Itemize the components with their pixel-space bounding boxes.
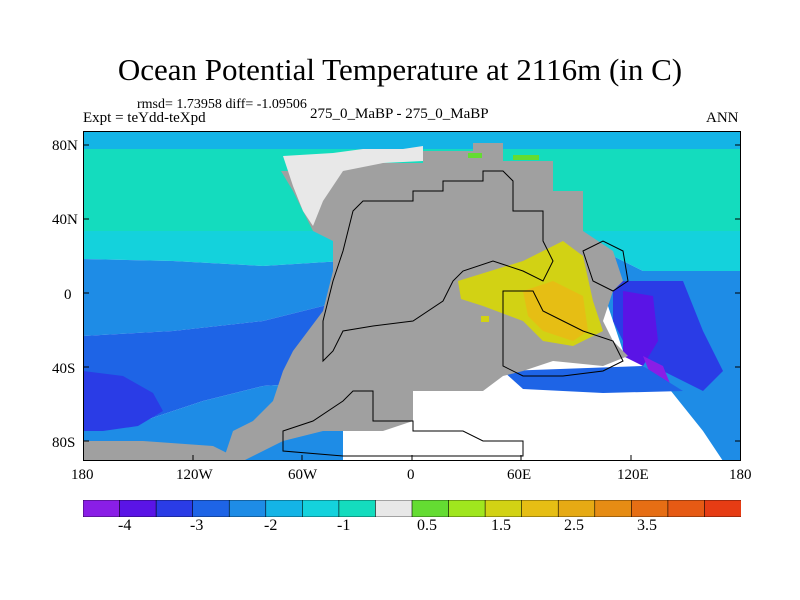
stats-line: rmsd= 1.73958 diff= -1.09506 — [137, 97, 307, 112]
colorbar-swatch — [192, 499, 231, 518]
ocean-band-east-cyan — [553, 231, 741, 271]
lon-label-180-right: 180 — [729, 467, 752, 483]
lat-label-80n: 80N — [52, 138, 78, 154]
ocean-south-blue — [503, 366, 683, 393]
colorbar-swatch — [411, 499, 450, 518]
colorbar-swatch — [338, 499, 377, 518]
colorbar-label-2-5: 2.5 — [564, 517, 584, 534]
lat-label-40n: 40N — [52, 212, 78, 228]
colorbar-swatch — [375, 499, 413, 518]
lon-label-180-left: 180 — [71, 467, 94, 483]
colorbar-label-neg2: -2 — [264, 517, 278, 534]
colorbar-swatch — [704, 499, 742, 518]
colorbar-label-1-5: 1.5 — [491, 517, 511, 534]
experiment-label: Expt = teYdd-teXpd — [83, 110, 206, 126]
warm-anomaly-speck — [481, 316, 489, 322]
coastline-main — [322, 170, 554, 363]
coastline-islands — [582, 240, 629, 292]
lon-label-120e: 120E — [617, 467, 649, 483]
colorbar-swatch — [228, 499, 267, 518]
center-label: 275_0_MaBP - 275_0_MaBP — [310, 106, 489, 122]
colorbar-svg — [82, 499, 742, 518]
colorbar-label-neg4: -4 — [118, 517, 132, 534]
ocean-pool-southwest — [83, 371, 163, 431]
colorbar-swatch — [484, 499, 523, 518]
pangaea-land — [223, 143, 628, 461]
colorbar-swatch — [594, 499, 633, 518]
coastline-south — [282, 390, 524, 457]
lon-label-120w: 120W — [176, 467, 213, 483]
temperature-map — [83, 131, 741, 461]
lon-label-60w: 60W — [288, 467, 318, 483]
ocean-band-cyan-west — [83, 231, 343, 266]
colorbar-swatch — [302, 499, 340, 518]
colorbar-swatch — [82, 499, 121, 518]
lat-label-80s: 80S — [52, 435, 76, 451]
ocean-band-arctic — [83, 131, 741, 149]
arctic-green-1 — [468, 153, 482, 158]
axis-ticks — [83, 144, 741, 461]
lon-label-60e: 60E — [507, 467, 532, 483]
colorbar — [82, 499, 742, 518]
coastline-east — [502, 290, 624, 377]
season-label: ANN — [706, 110, 739, 126]
map-svg — [83, 131, 741, 461]
ocean-band-blue-west — [83, 259, 343, 336]
lon-label-0: 0 — [407, 467, 415, 483]
land-north-ice — [283, 146, 423, 226]
colorbar-swatch — [557, 499, 596, 518]
colorbar-label-3-5: 3.5 — [637, 517, 657, 534]
land-south-strip — [83, 441, 243, 461]
colorbar-label-neg3: -3 — [190, 517, 204, 534]
arctic-green-2 — [513, 155, 539, 160]
colorbar-label-neg1: -1 — [337, 517, 351, 534]
colorbar-swatch — [448, 499, 486, 518]
colorbar-label-0-5: 0.5 — [417, 517, 437, 534]
lat-label-0: 0 — [64, 287, 72, 303]
colorbar-swatch — [667, 499, 706, 518]
colorbar-swatch — [631, 499, 669, 518]
ocean-east-violet — [623, 291, 658, 366]
warm-anomaly-orange — [523, 281, 588, 341]
colorbar-swatch — [119, 499, 157, 518]
coastlines — [282, 170, 629, 457]
colorbar-swatch — [155, 499, 194, 518]
colorbar-swatch — [265, 499, 304, 518]
lat-label-40s: 40S — [52, 361, 76, 377]
colorbar-swatch — [521, 499, 560, 518]
plot-title: Ocean Potential Temperature at 2116m (in… — [117, 52, 683, 87]
